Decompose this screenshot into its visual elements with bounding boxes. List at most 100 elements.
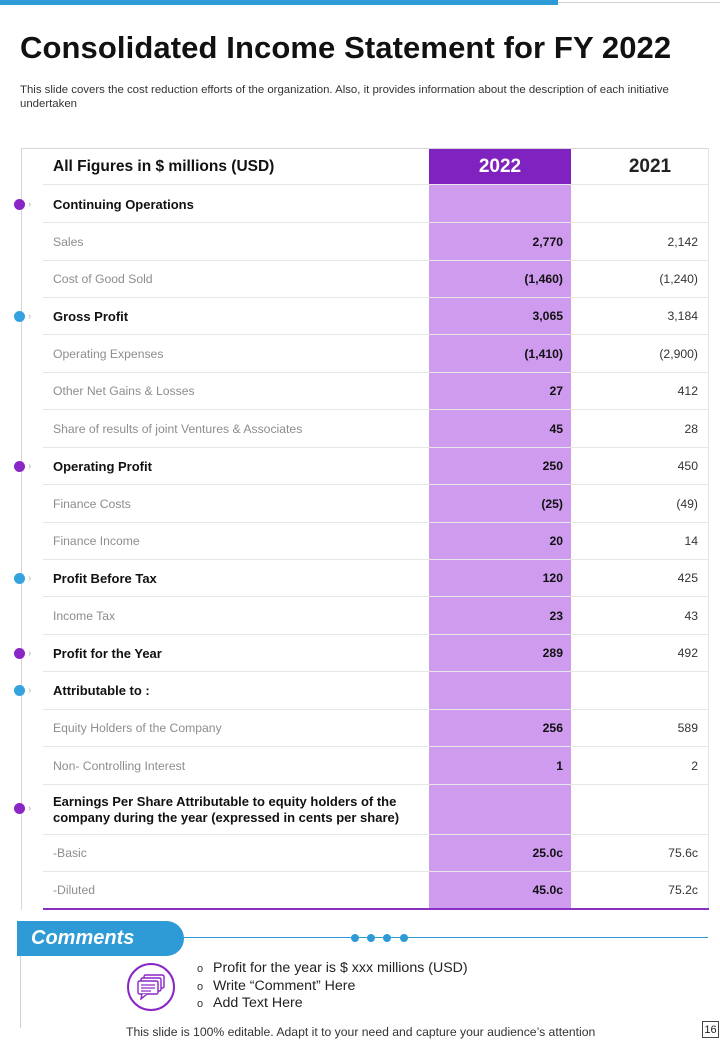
table-row: Operating Profit 250 450: [43, 448, 709, 485]
value-2021: (1,240): [659, 272, 698, 286]
value-2022: 1: [556, 758, 563, 773]
value-2021: [571, 186, 698, 222]
row-label: Operating Profit: [53, 458, 152, 474]
value-2022: (1,460): [524, 272, 563, 286]
value-2022: 256: [542, 721, 563, 735]
list-item: o Profit for the year is $ xxx millions (…: [197, 960, 468, 978]
table-bottom-rule: [43, 908, 709, 910]
row-label: Other Net Gains & Losses: [53, 384, 195, 398]
value-2022: [429, 186, 563, 222]
table-row: Operating Expenses (1,410) (2,900): [43, 335, 709, 373]
marker-dot-icon: [14, 648, 25, 659]
row-label: Continuing Operations: [53, 196, 194, 212]
table-row: Profit for the Year 289 492: [43, 635, 709, 672]
value-2022: 2,770: [532, 234, 564, 249]
row-label: Finance Income: [53, 534, 140, 548]
chevron-right-icon: ›: [28, 573, 32, 584]
list-item: o Add Text Here: [197, 995, 468, 1013]
row-label: Equity Holders of the Company: [53, 721, 222, 735]
value-2021: (2,900): [659, 346, 698, 361]
row-label: Earnings Per Share Attributable to equit…: [53, 793, 400, 825]
decor-dot-icon: [383, 934, 391, 942]
table-row: -Diluted 45.0c 75.2c: [43, 872, 709, 908]
row-label: Profit for the Year: [53, 645, 162, 661]
header-2021: 2021: [628, 155, 672, 177]
top-accent-bar: [0, 0, 558, 5]
row-label: Attributable to :: [53, 683, 150, 698]
value-2021: 75.2c: [668, 883, 698, 897]
value-2021: 75.6c: [668, 846, 698, 860]
table-row: Continuing Operations: [43, 186, 709, 223]
page-number: 16: [702, 1021, 719, 1038]
row-label: Income Tax: [53, 608, 116, 623]
circle-bullet-icon: o: [197, 963, 204, 975]
table-row: Equity Holders of the Company 256 589: [43, 710, 709, 747]
page-subtitle: This slide covers the cost reduction eff…: [20, 84, 669, 110]
value-2022: 45.0c: [532, 883, 564, 897]
chevron-right-icon: ›: [28, 648, 32, 659]
row-label: Profit Before Tax: [53, 570, 157, 586]
value-2021: 425: [677, 571, 698, 585]
table-row: Share of results of joint Ventures & Ass…: [43, 410, 709, 448]
row-label: Cost of Good Sold: [53, 272, 153, 286]
row-label: Sales: [53, 234, 84, 249]
value-2021: 2,142: [667, 234, 699, 249]
value-2021: [571, 672, 698, 709]
top-rule: [558, 2, 720, 3]
row-label: Operating Expenses: [53, 346, 164, 361]
row-label: -Basic: [53, 846, 87, 860]
table-row: Finance Costs (25) (49): [43, 485, 709, 523]
table-row: -Basic 25.0c 75.6c: [43, 835, 709, 872]
table-row: Other Net Gains & Losses 27 412: [43, 373, 709, 410]
header-2022: 2022: [478, 155, 522, 177]
value-2021: 3,184: [667, 309, 699, 323]
income-table: [21, 148, 709, 910]
table-row: Sales 2,770 2,142: [43, 223, 709, 261]
table-row: Non- Controlling Interest 1 2: [43, 747, 709, 785]
chevron-right-icon: ›: [28, 199, 32, 210]
chevron-right-icon: ›: [28, 461, 32, 472]
table-header-row: All Figures in $ millions (USD) 2022 202…: [43, 149, 709, 185]
marker-dot-icon: [14, 311, 25, 322]
row-label: Non- Controlling Interest: [53, 758, 186, 773]
marker-dot-icon: [14, 685, 25, 696]
value-2021: 412: [677, 384, 698, 398]
header-label: All Figures in $ millions (USD): [53, 157, 275, 175]
header-cell-2022: [429, 149, 571, 185]
row-label: Finance Costs: [53, 496, 131, 511]
value-2021: 2: [691, 758, 698, 773]
comments-heading: Comments: [17, 921, 184, 956]
row-label: Share of results of joint Ventures & Ass…: [53, 421, 303, 436]
table-row: Attributable to :: [43, 672, 709, 710]
table-left-border: [21, 148, 22, 910]
table-row: Earnings Per Share Attributable to equit…: [43, 785, 709, 835]
chevron-right-icon: ›: [28, 311, 32, 322]
footer-note: This slide is 100% editable. Adapt it to…: [126, 1025, 596, 1039]
highlight-column-2022: [429, 149, 571, 909]
table-right-border: [708, 148, 709, 910]
circle-bullet-icon: o: [197, 998, 204, 1010]
marker-dot-icon: [14, 803, 25, 814]
left-rule: [20, 956, 21, 1028]
chevron-right-icon: ›: [28, 685, 32, 696]
table-row: Profit Before Tax 120 425: [43, 560, 709, 597]
value-2022: [429, 672, 563, 709]
value-2021: 14: [684, 534, 698, 548]
decor-dot-icon: [367, 934, 375, 942]
comments-list: o Profit for the year is $ xxx millions (…: [197, 960, 468, 1013]
marker-dot-icon: [14, 461, 25, 472]
page-title: Consolidated Income Statement for FY 202…: [20, 30, 672, 65]
row-label: Gross Profit: [53, 308, 129, 324]
marker-dot-icon: [14, 199, 25, 210]
value-2022: 3,065: [532, 309, 564, 323]
chat-bubbles-icon: [127, 963, 175, 1011]
decor-dot-icon: [400, 934, 408, 942]
value-2021: (49): [676, 496, 698, 511]
value-2022: (1,410): [524, 346, 563, 361]
value-2022: 250: [542, 459, 563, 473]
value-2022: 45: [549, 421, 563, 436]
value-2022: 23: [549, 608, 563, 623]
row-label: -Diluted: [53, 883, 95, 897]
value-2021: 43: [684, 608, 698, 623]
table-row: Finance Income 20 14: [43, 523, 709, 560]
